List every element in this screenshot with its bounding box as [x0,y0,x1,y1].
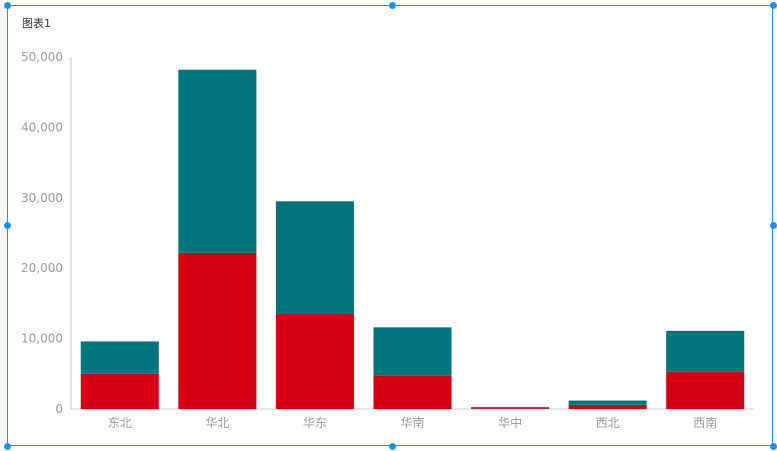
x-tick-label: 华北 [205,416,229,430]
bar-series1-6 [666,371,745,409]
y-tick-label: 40,000 [21,120,63,134]
x-tick-label: 华中 [498,415,522,430]
x-tick-label: 西北 [596,416,620,430]
x-tick-label: 西南 [693,415,717,430]
x-tick-label: 东北 [108,416,132,430]
bar-series1-4 [471,408,550,409]
bar-series1-2 [275,313,354,409]
resize-handle-middle-left[interactable] [3,221,11,229]
bar-series2-2 [275,201,354,314]
x-tick-label: 华东 [303,416,327,430]
bar-series2-6 [666,330,745,372]
bar-series1-1 [178,252,257,409]
bar-series2-1 [178,69,257,253]
chart-title: 图表1 [22,17,51,30]
resize-handle-bottom-center[interactable] [388,442,396,450]
y-tick-label: 20,000 [21,261,63,275]
resize-handle-top-center[interactable] [388,1,396,9]
bar-series1-3 [373,375,452,409]
y-tick-label: 0 [55,402,63,416]
resize-handle-top-left[interactable] [3,1,11,9]
bar-series2-0 [80,341,159,374]
bar-series1-0 [80,373,159,409]
bar-series2-3 [373,327,452,376]
y-tick-label: 10,000 [21,332,63,346]
y-tick-label: 30,000 [21,191,63,205]
resize-handle-middle-right[interactable] [769,221,777,229]
x-tick-label: 华南 [400,415,424,430]
bar-series1-5 [568,404,647,409]
bar-series2-5 [568,400,647,405]
bar-series2-4 [471,407,550,409]
y-tick-label: 50,000 [21,50,63,64]
resize-handle-bottom-left[interactable] [3,442,11,450]
resize-handle-bottom-right[interactable] [769,442,777,450]
resize-handle-top-right[interactable] [769,1,777,9]
